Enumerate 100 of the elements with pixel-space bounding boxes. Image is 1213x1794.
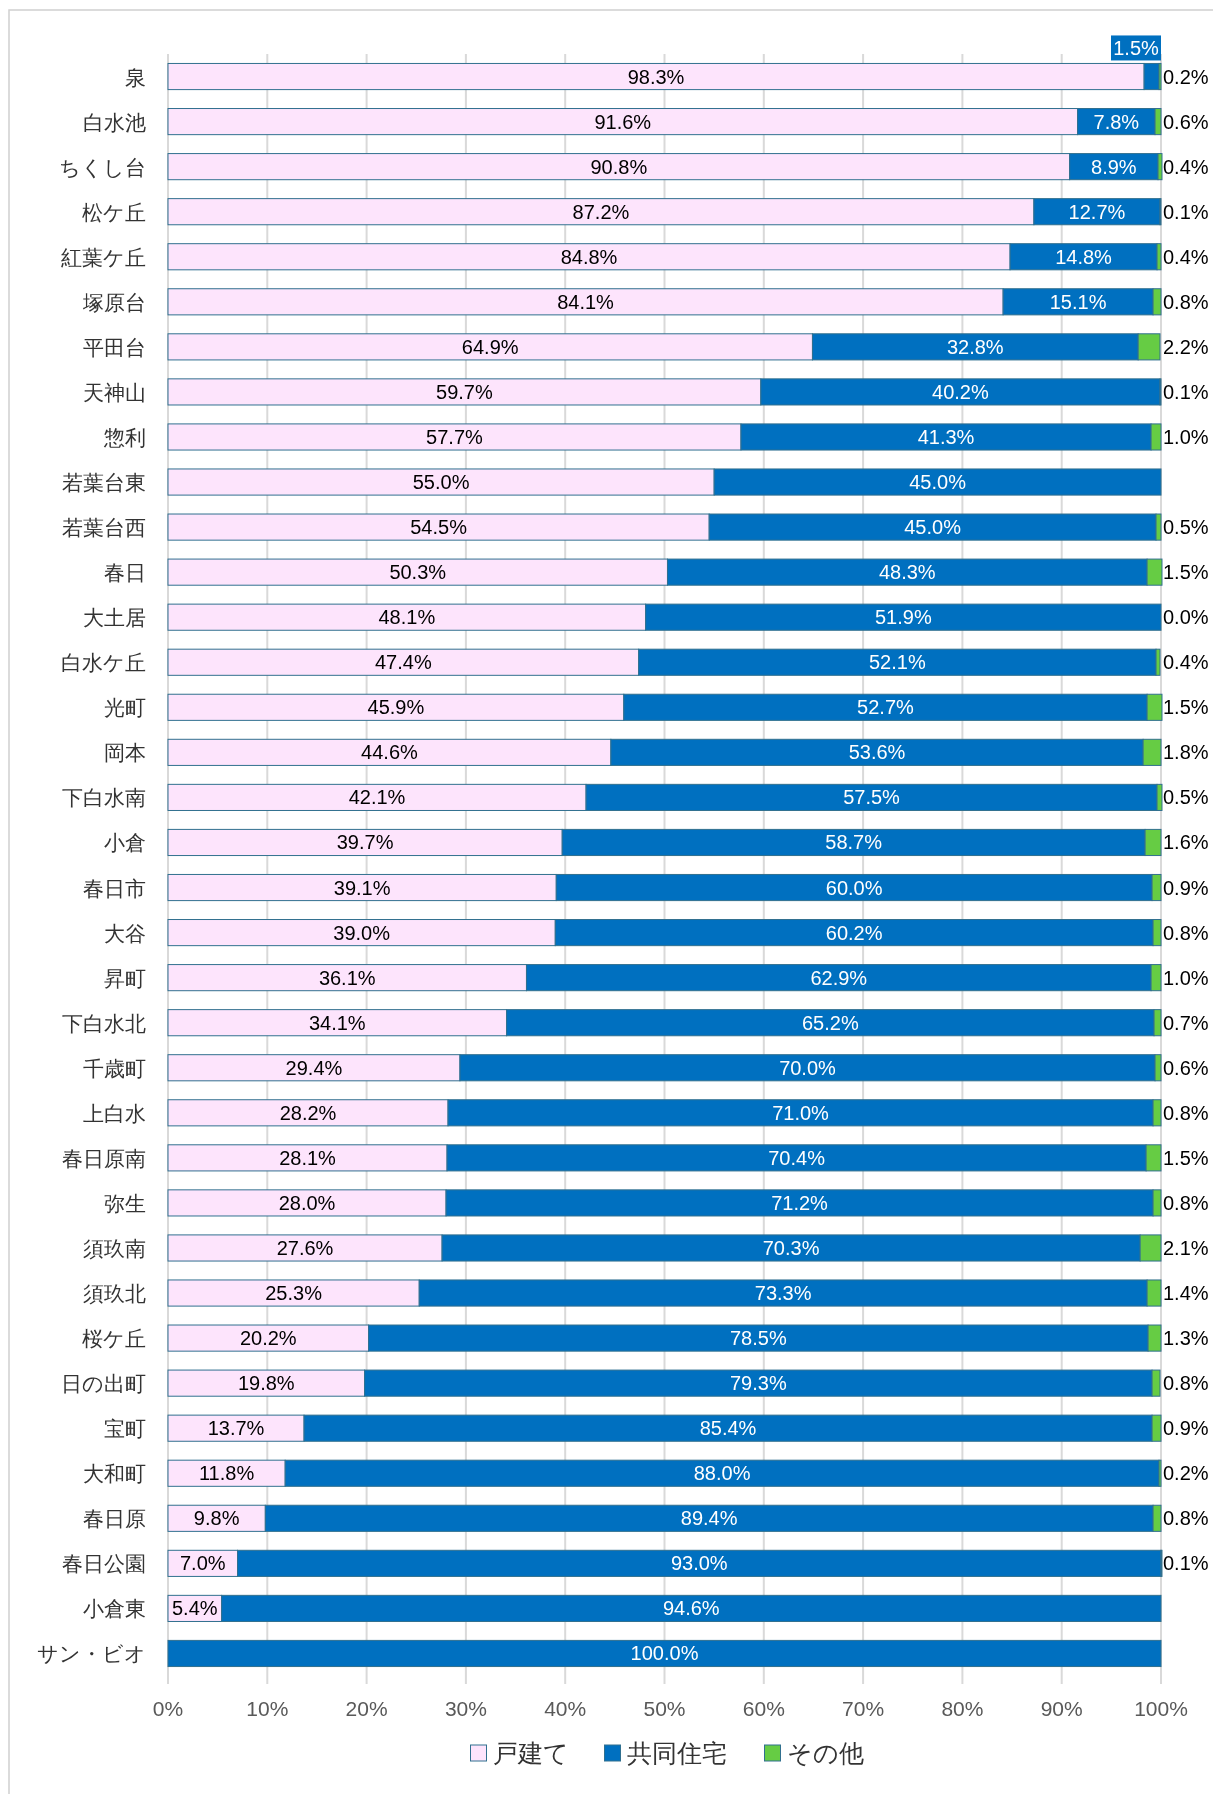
y-tick-label: 千歳町 — [83, 1056, 146, 1080]
data-label: 11.8% — [198, 1462, 255, 1485]
y-tick-label: 昇町 — [104, 966, 146, 990]
data-label: 5.4% — [172, 1597, 218, 1620]
data-label: 34.1% — [308, 1011, 366, 1034]
y-tick-label: 上白水 — [83, 1101, 146, 1125]
data-label: 87.2% — [572, 200, 630, 223]
y-tick-label: 下白水北 — [62, 1011, 146, 1035]
data-label: 0.9% — [1163, 876, 1209, 899]
data-label: 13.7% — [207, 1417, 265, 1440]
data-label: 79.3% — [729, 1372, 787, 1395]
y-tick-label: 白水池 — [83, 110, 146, 134]
legend-label: 戸建て — [492, 1739, 569, 1767]
data-label: 15.1% — [1049, 290, 1107, 313]
data-label: 29.4% — [285, 1056, 343, 1079]
x-tick-label: 20% — [345, 1697, 388, 1720]
data-label: 78.5% — [729, 1327, 787, 1350]
x-tick-label: 30% — [444, 1697, 487, 1720]
data-label: 1.5% — [1163, 561, 1209, 584]
data-label: 0.8% — [1163, 1101, 1209, 1124]
data-label: 0.8% — [1163, 290, 1209, 313]
data-label: 100.0% — [630, 1642, 699, 1665]
y-tick-label: 塚原台 — [82, 290, 146, 314]
data-label: 62.9% — [810, 966, 868, 989]
data-label: 47.4% — [374, 651, 432, 674]
data-label: 0.9% — [1163, 1417, 1209, 1440]
data-label: 1.0% — [1163, 425, 1209, 448]
data-label: 48.1% — [378, 606, 436, 629]
y-tick-label: 小倉 — [104, 831, 146, 855]
data-label: 1.0% — [1163, 966, 1209, 989]
y-tick-label: 須玖南 — [83, 1236, 146, 1260]
y-tick-label: 春日市 — [83, 876, 146, 900]
legend-label: その他 — [786, 1739, 864, 1767]
data-label: 53.6% — [848, 741, 906, 764]
y-tick-label: 若葉台東 — [62, 471, 146, 495]
x-tick-label: 70% — [842, 1697, 885, 1720]
data-label: 20.2% — [239, 1327, 297, 1350]
y-tick-label: 弥生 — [104, 1191, 146, 1215]
x-tick-label: 100% — [1134, 1697, 1188, 1720]
data-label: 93.0% — [670, 1552, 728, 1575]
data-label: 27.6% — [276, 1236, 334, 1259]
x-tick-label: 90% — [1040, 1697, 1083, 1720]
data-label: 0.2% — [1163, 1462, 1209, 1485]
y-tick-label: 日の出町 — [61, 1372, 146, 1396]
y-tick-label: 宝町 — [104, 1417, 146, 1441]
data-label: 84.8% — [560, 245, 618, 268]
data-label: 0.6% — [1163, 1056, 1209, 1079]
data-label: 55.0% — [412, 471, 470, 494]
x-tick-label: 0% — [152, 1697, 184, 1720]
data-label: 57.7% — [426, 425, 484, 448]
data-label: 1.6% — [1163, 831, 1209, 854]
data-label: 28.0% — [278, 1191, 336, 1214]
data-label: 1.3% — [1163, 1327, 1209, 1350]
data-label: 60.2% — [825, 921, 883, 944]
data-label: 19.8% — [237, 1372, 295, 1395]
y-tick-label: 小倉東 — [83, 1597, 146, 1621]
data-label: 45.0% — [909, 471, 967, 494]
data-label: 14.8% — [1055, 245, 1113, 268]
data-label: 0.2% — [1163, 65, 1209, 88]
data-label: 7.0% — [179, 1552, 226, 1575]
data-label: 98.3% — [627, 65, 685, 88]
x-tick-label: 10% — [246, 1697, 289, 1720]
y-tick-label: 光町 — [104, 696, 146, 720]
data-label: 0.8% — [1163, 1507, 1209, 1530]
data-label: 0.1% — [1163, 380, 1209, 403]
data-label: 0.8% — [1163, 1191, 1209, 1214]
y-tick-label: 春日原南 — [62, 1146, 146, 1170]
data-label: 7.8% — [1093, 110, 1140, 133]
y-tick-label: 大土居 — [83, 606, 146, 630]
data-label: 45.9% — [367, 696, 425, 719]
y-tick-label: 若葉台西 — [62, 516, 146, 540]
y-tick-label: 桜ケ丘 — [82, 1327, 146, 1351]
data-label: 32.8% — [946, 335, 1004, 358]
data-label: 70.0% — [779, 1056, 837, 1079]
data-label: 42.1% — [348, 786, 406, 809]
data-label: 0.4% — [1163, 651, 1209, 674]
data-label: 36.1% — [318, 966, 376, 989]
data-label: 48.3% — [878, 561, 936, 584]
callout: 1.5% — [1111, 35, 1161, 61]
data-label: 0.4% — [1163, 245, 1209, 268]
y-tick-label: 春日原 — [83, 1507, 146, 1531]
data-label: 44.6% — [361, 741, 419, 764]
data-label: 0.5% — [1163, 516, 1209, 539]
data-label: 1.5% — [1163, 696, 1209, 719]
y-tick-label: 泉 — [125, 65, 146, 89]
data-label: 0.1% — [1163, 1552, 1209, 1575]
data-label: 91.6% — [594, 110, 652, 133]
data-label: 85.4% — [699, 1417, 757, 1440]
data-label: 94.6% — [662, 1597, 720, 1620]
data-label: 88.0% — [693, 1462, 751, 1485]
data-label: 41.3% — [917, 425, 975, 448]
data-label: 65.2% — [801, 1011, 859, 1034]
y-tick-label: 平田台 — [83, 335, 146, 359]
data-label: 39.7% — [336, 831, 394, 854]
data-label: 52.1% — [869, 651, 926, 674]
y-tick-label: ちくし台 — [59, 155, 146, 179]
data-label: 51.9% — [874, 606, 932, 629]
y-tick-label: 松ケ丘 — [82, 200, 146, 224]
data-label: 70.4% — [768, 1146, 826, 1169]
data-label: 73.3% — [754, 1282, 812, 1305]
